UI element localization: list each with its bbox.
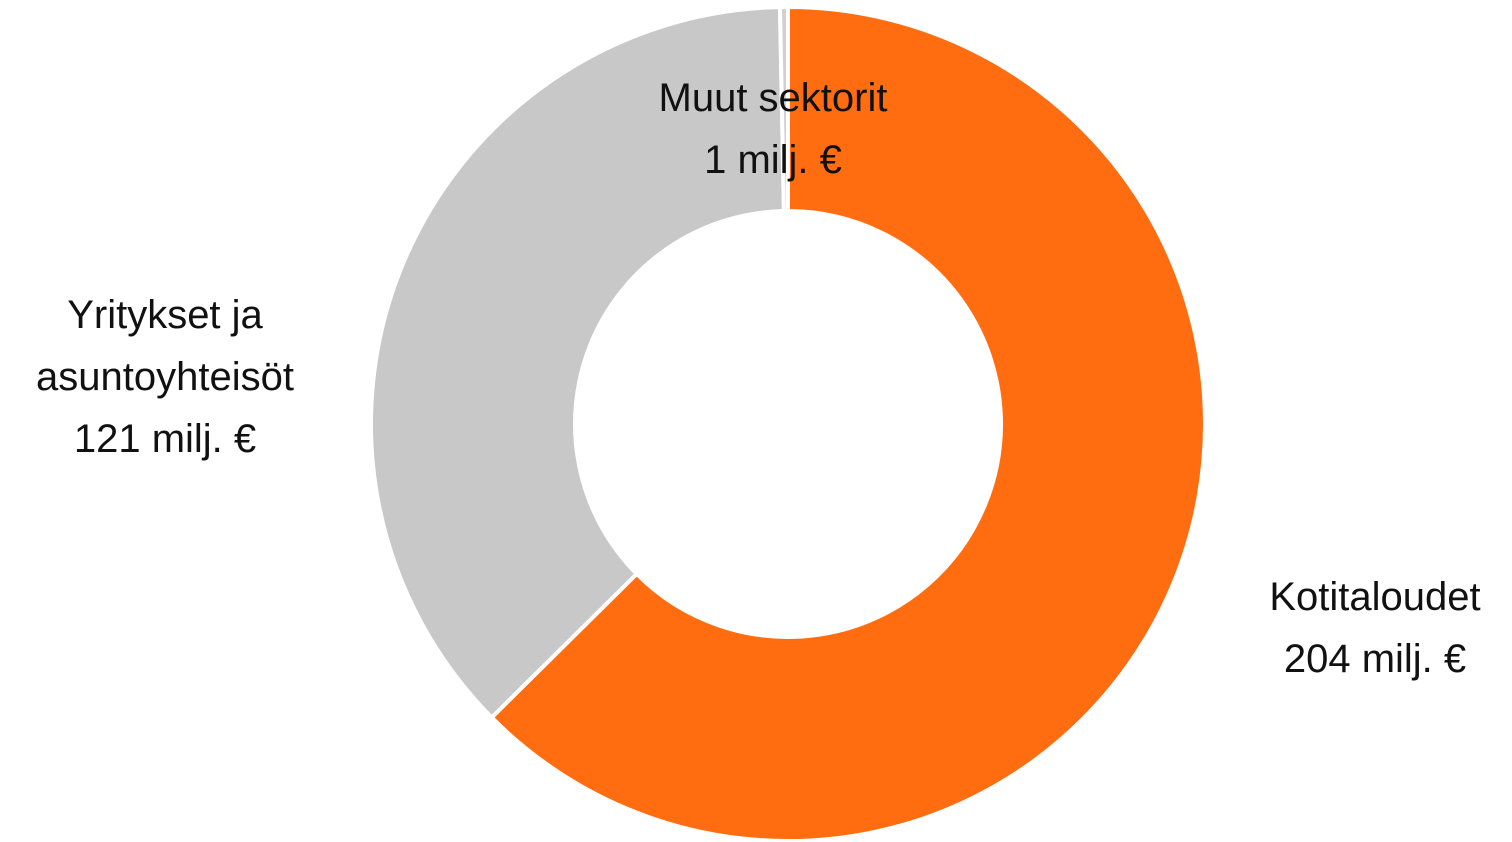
donut-slice	[488, 4, 1207, 842]
category-label: Yritykset ja asuntoyhteisöt	[36, 293, 294, 399]
slice-label: Kotitaloudet 204 milj. €	[1245, 566, 1505, 690]
category-label: Muut sektorit	[658, 76, 888, 120]
donut-slice	[777, 4, 790, 214]
value-label: 1 milj. €	[704, 138, 842, 182]
category-label: Kotitaloudet	[1269, 575, 1481, 619]
value-label: 121 milj. €	[73, 417, 257, 461]
value-label: 204 milj. €	[1283, 637, 1467, 681]
slice-label: Yritykset ja asuntoyhteisöt 121 milj. €	[5, 284, 325, 470]
slice-label: Muut sektorit 1 milj. €	[603, 67, 943, 191]
donut-slice	[369, 5, 786, 721]
